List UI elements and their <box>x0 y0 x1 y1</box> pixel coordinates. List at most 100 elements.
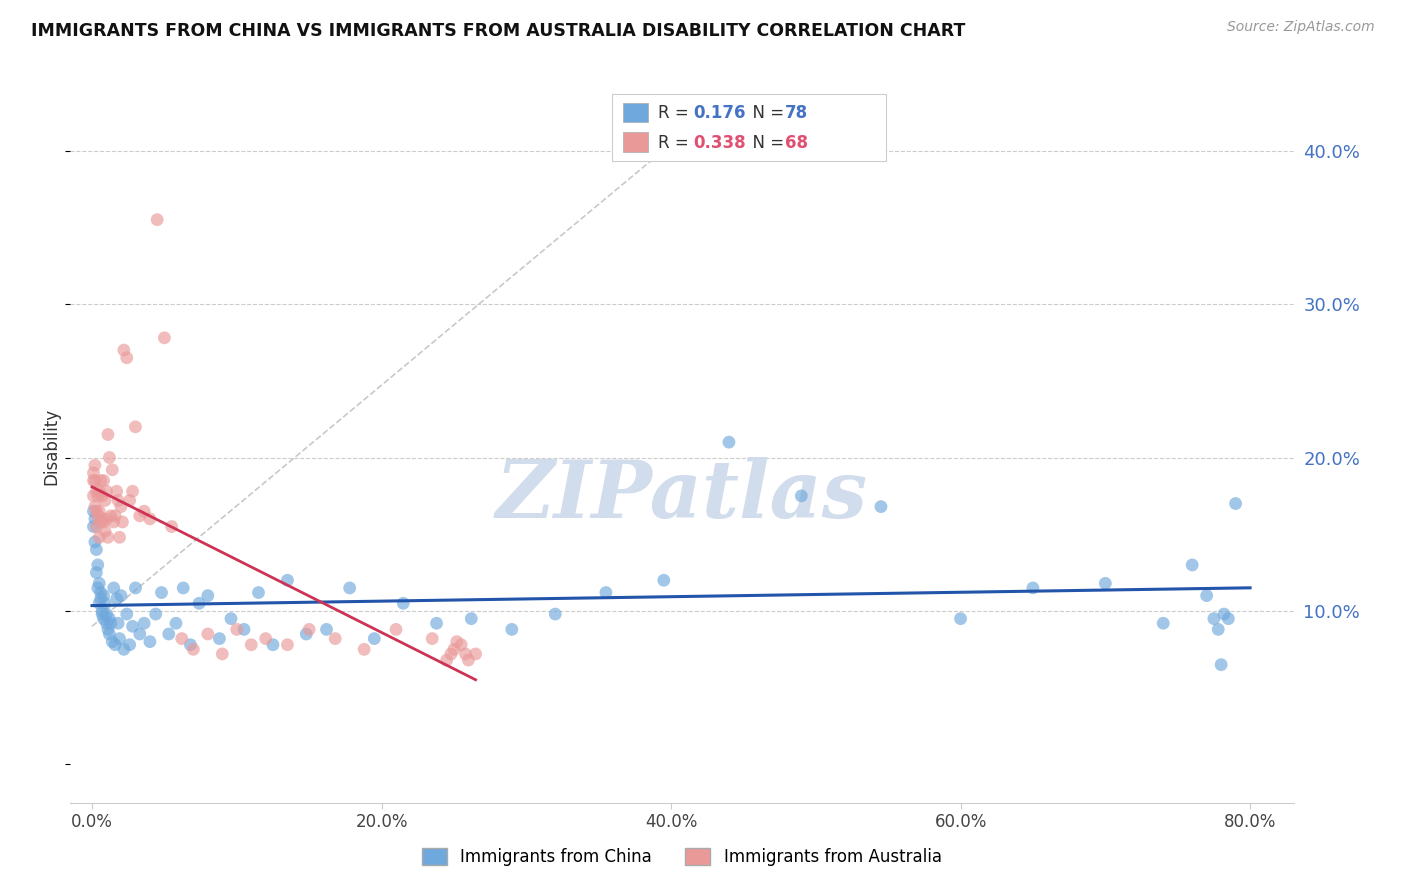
Point <box>111 515 134 529</box>
Point <box>1206 623 1229 637</box>
Point <box>197 627 219 641</box>
Point <box>295 627 318 641</box>
Point <box>91 604 114 618</box>
Point <box>87 508 110 523</box>
Point <box>105 484 128 499</box>
Point <box>84 512 107 526</box>
Point <box>134 616 156 631</box>
Point <box>89 530 111 544</box>
Text: 78: 78 <box>785 104 807 122</box>
Point <box>86 519 108 533</box>
Point <box>197 589 219 603</box>
Point <box>157 627 180 641</box>
Point <box>82 489 104 503</box>
Point <box>392 596 415 610</box>
Text: 68: 68 <box>785 134 807 152</box>
Point <box>315 623 337 637</box>
Point <box>89 504 111 518</box>
Point <box>96 512 118 526</box>
Point <box>464 647 486 661</box>
Point <box>1022 581 1045 595</box>
Point <box>82 466 104 480</box>
Point <box>160 519 183 533</box>
Point <box>339 581 361 595</box>
Text: R =: R = <box>658 104 695 122</box>
Point <box>1218 612 1240 626</box>
Point <box>139 512 162 526</box>
Point <box>121 619 143 633</box>
Point <box>93 474 115 488</box>
Point <box>1181 558 1204 572</box>
Point <box>188 596 211 610</box>
Text: N =: N = <box>742 104 790 122</box>
Point <box>84 535 107 549</box>
Point <box>91 489 114 503</box>
Text: ZIPatlas: ZIPatlas <box>496 458 868 534</box>
Point <box>124 419 146 434</box>
Y-axis label: Disability: Disability <box>42 408 60 484</box>
Point <box>446 634 468 648</box>
Point <box>84 458 107 473</box>
Point <box>870 500 893 514</box>
Point <box>94 524 117 538</box>
Point <box>89 596 111 610</box>
Point <box>1213 607 1236 621</box>
Point <box>219 612 242 626</box>
Point <box>323 632 346 646</box>
Point <box>425 616 447 631</box>
Point <box>112 642 135 657</box>
Point <box>172 581 194 595</box>
Point <box>420 632 443 646</box>
Point <box>134 504 156 518</box>
Point <box>94 493 117 508</box>
Point <box>460 612 482 626</box>
Point <box>544 607 567 621</box>
Point <box>84 474 107 488</box>
Point <box>107 493 129 508</box>
Point <box>100 508 122 523</box>
Point <box>86 504 108 518</box>
Point <box>595 585 617 599</box>
Point <box>110 589 132 603</box>
Point <box>82 504 104 518</box>
Point <box>86 484 108 499</box>
Point <box>145 607 167 621</box>
Point <box>93 589 115 603</box>
Point <box>97 530 120 544</box>
Point <box>233 623 256 637</box>
Point <box>108 632 131 646</box>
Point <box>110 500 132 514</box>
Point <box>107 616 129 631</box>
Point <box>96 484 118 499</box>
Point <box>87 558 110 572</box>
Point <box>153 331 176 345</box>
Point <box>98 627 121 641</box>
Point <box>103 515 125 529</box>
Point <box>121 484 143 499</box>
Point <box>1195 589 1218 603</box>
Point <box>91 512 114 526</box>
Point <box>115 607 138 621</box>
Legend: Immigrants from China, Immigrants from Australia: Immigrants from China, Immigrants from A… <box>415 841 949 873</box>
Point <box>262 638 284 652</box>
Text: N =: N = <box>742 134 790 152</box>
Point <box>247 585 270 599</box>
Point <box>89 576 111 591</box>
Point <box>94 596 117 610</box>
Point <box>790 489 813 503</box>
Point <box>87 581 110 595</box>
Point <box>89 484 111 499</box>
Point <box>1202 612 1225 626</box>
Point <box>90 515 112 529</box>
Point <box>949 612 972 626</box>
Point <box>225 623 247 637</box>
Point <box>652 574 675 588</box>
Point <box>170 632 193 646</box>
Point <box>1094 576 1116 591</box>
Point <box>82 519 104 533</box>
Point <box>211 647 233 661</box>
Point <box>118 638 141 652</box>
Point <box>118 493 141 508</box>
Point <box>146 212 169 227</box>
Point <box>86 566 108 580</box>
